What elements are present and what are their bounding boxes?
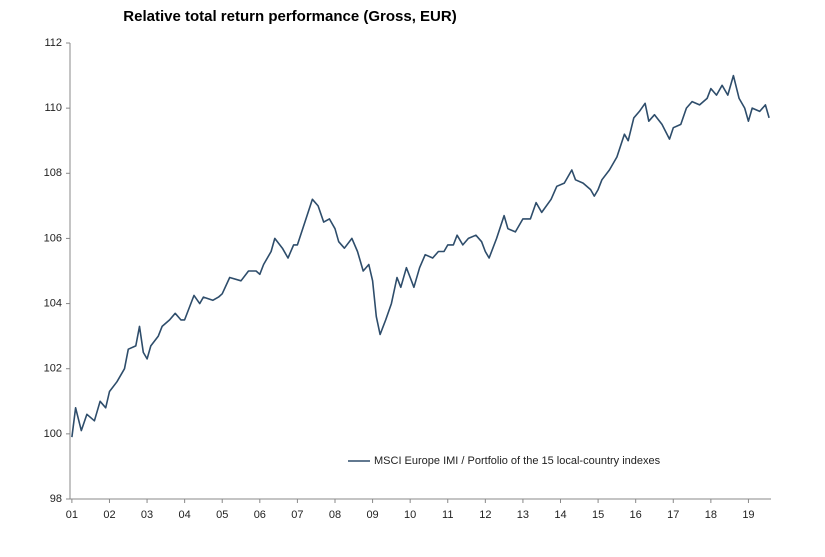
y-tick-label: 108 (44, 167, 62, 179)
x-tick-label: 04 (179, 509, 191, 521)
y-tick-label: 98 (50, 493, 62, 505)
x-tick-label: 08 (329, 509, 341, 521)
x-tick-label: 09 (366, 509, 378, 521)
y-tick-label: 100 (44, 428, 62, 440)
x-tick-label: 03 (141, 509, 153, 521)
x-tick-label: 11 (442, 509, 453, 521)
y-tick-label: 112 (44, 37, 62, 49)
x-tick-label: 16 (630, 509, 642, 521)
x-tick-label: 02 (103, 509, 115, 521)
x-tick-label: 14 (554, 509, 566, 521)
x-tick-label: 10 (404, 509, 416, 521)
y-tick-label: 104 (44, 297, 62, 309)
x-tick-label: 07 (291, 509, 303, 521)
y-tick-label: 106 (44, 232, 62, 244)
x-tick-label: 12 (479, 509, 491, 521)
x-tick-label: 13 (517, 509, 529, 521)
legend-label: MSCI Europe IMI / Portfolio of the 15 lo… (374, 455, 661, 467)
x-tick-label: 06 (254, 509, 266, 521)
x-tick-label: 15 (592, 509, 604, 521)
x-tick-label: 01 (66, 509, 78, 521)
x-tick-label: 17 (667, 509, 679, 521)
data-line (71, 74, 770, 438)
x-tick-label: 18 (705, 509, 717, 521)
chart-title: Relative total return performance (Gross… (123, 8, 456, 25)
y-tick-label: 110 (44, 102, 62, 114)
x-tick-label: 05 (216, 509, 228, 521)
y-tick-label: 102 (44, 363, 62, 375)
x-tick-label: 19 (742, 509, 754, 521)
